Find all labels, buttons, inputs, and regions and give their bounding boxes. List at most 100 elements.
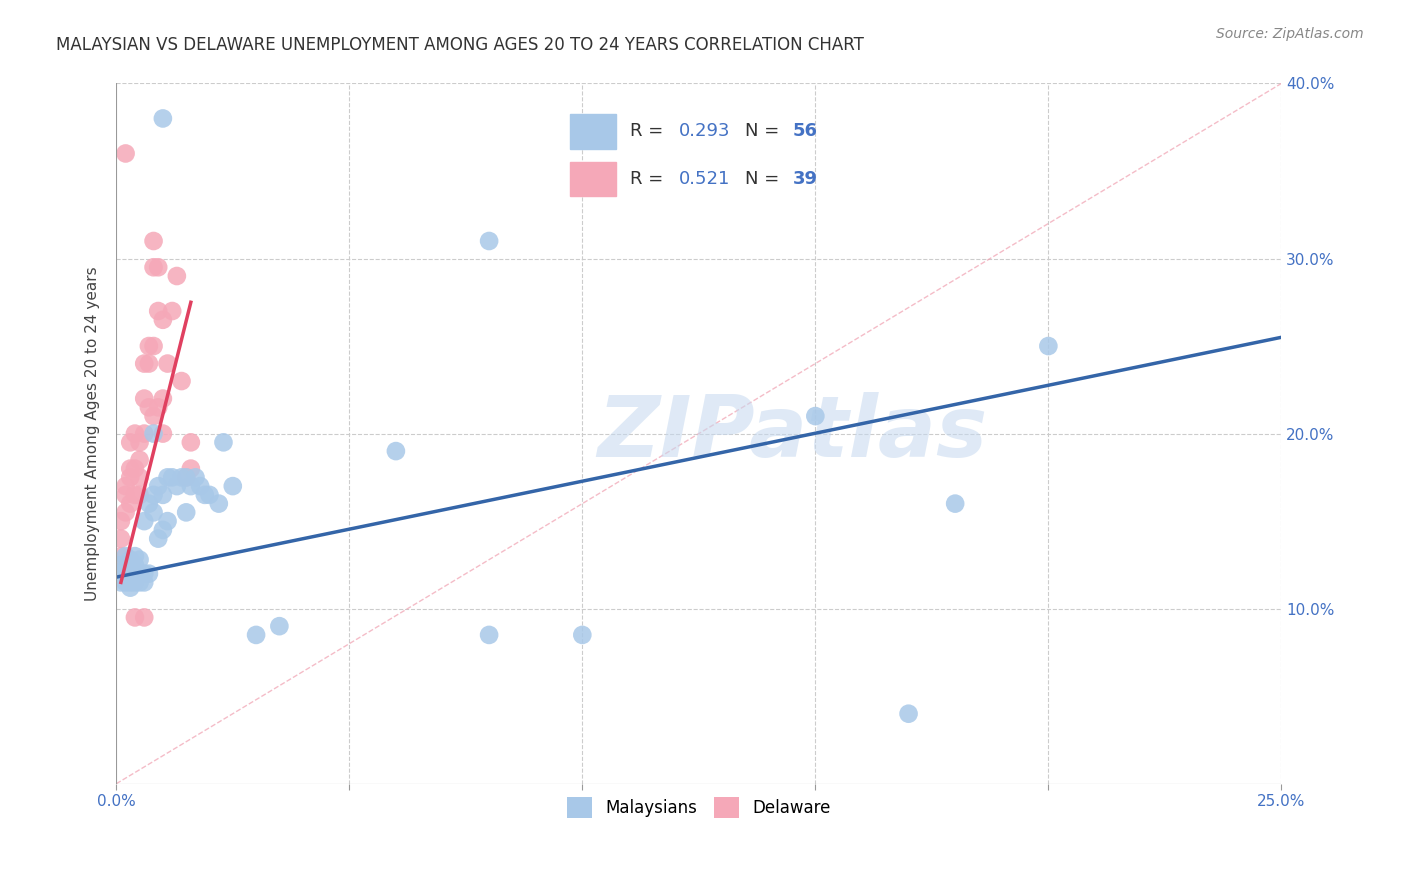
Point bbox=[110, 514, 132, 528]
Point bbox=[152, 426, 174, 441]
Point bbox=[180, 479, 202, 493]
Point bbox=[174, 505, 197, 519]
Point bbox=[138, 339, 160, 353]
Point bbox=[212, 435, 235, 450]
Point bbox=[142, 488, 165, 502]
Point bbox=[120, 461, 142, 475]
Point bbox=[170, 374, 193, 388]
Point bbox=[148, 532, 170, 546]
Point bbox=[134, 392, 156, 406]
Point bbox=[124, 566, 146, 581]
Point bbox=[114, 570, 136, 584]
Point bbox=[152, 313, 174, 327]
Point bbox=[110, 575, 132, 590]
Point bbox=[128, 488, 150, 502]
Point bbox=[170, 470, 193, 484]
Point bbox=[114, 146, 136, 161]
Point bbox=[120, 552, 142, 566]
Point bbox=[142, 505, 165, 519]
Point bbox=[897, 706, 920, 721]
Point bbox=[120, 497, 142, 511]
Point bbox=[478, 234, 501, 248]
Point bbox=[114, 505, 136, 519]
Point bbox=[142, 260, 165, 275]
Point bbox=[120, 575, 142, 590]
Point bbox=[1038, 339, 1060, 353]
Point bbox=[134, 514, 156, 528]
Point bbox=[156, 357, 179, 371]
Point bbox=[571, 628, 593, 642]
Point bbox=[110, 566, 132, 581]
Point bbox=[128, 453, 150, 467]
Point bbox=[124, 461, 146, 475]
Point bbox=[134, 426, 156, 441]
Point bbox=[128, 470, 150, 484]
Legend: Malaysians, Delaware: Malaysians, Delaware bbox=[561, 790, 838, 824]
Point bbox=[114, 561, 136, 575]
Point bbox=[478, 628, 501, 642]
Point bbox=[120, 566, 142, 581]
Point bbox=[138, 566, 160, 581]
Point bbox=[180, 435, 202, 450]
Point bbox=[222, 479, 245, 493]
Point bbox=[194, 488, 217, 502]
Point bbox=[142, 234, 165, 248]
Point bbox=[385, 444, 408, 458]
Point bbox=[198, 488, 221, 502]
Point bbox=[152, 523, 174, 537]
Point bbox=[120, 563, 142, 577]
Point bbox=[120, 581, 142, 595]
Point bbox=[138, 357, 160, 371]
Point bbox=[152, 392, 174, 406]
Point bbox=[166, 268, 188, 283]
Point bbox=[208, 497, 231, 511]
Point bbox=[120, 470, 142, 484]
Point bbox=[124, 575, 146, 590]
Point bbox=[269, 619, 291, 633]
Point bbox=[128, 575, 150, 590]
Point bbox=[188, 479, 211, 493]
Point bbox=[174, 470, 197, 484]
Text: MALAYSIAN VS DELAWARE UNEMPLOYMENT AMONG AGES 20 TO 24 YEARS CORRELATION CHART: MALAYSIAN VS DELAWARE UNEMPLOYMENT AMONG… bbox=[56, 36, 865, 54]
Point bbox=[128, 566, 150, 581]
Point bbox=[184, 470, 207, 484]
Point bbox=[114, 566, 136, 581]
Point bbox=[134, 357, 156, 371]
Point bbox=[110, 549, 132, 563]
Point bbox=[128, 435, 150, 450]
Point bbox=[156, 514, 179, 528]
Point bbox=[124, 610, 146, 624]
Point bbox=[148, 479, 170, 493]
Point bbox=[152, 488, 174, 502]
Point bbox=[152, 112, 174, 126]
Point bbox=[156, 470, 179, 484]
Point bbox=[174, 470, 197, 484]
Point bbox=[160, 304, 183, 318]
Point bbox=[142, 409, 165, 423]
Point bbox=[138, 497, 160, 511]
Point bbox=[138, 401, 160, 415]
Point bbox=[160, 470, 183, 484]
Point bbox=[142, 339, 165, 353]
Point bbox=[148, 260, 170, 275]
Text: Source: ZipAtlas.com: Source: ZipAtlas.com bbox=[1216, 27, 1364, 41]
Point bbox=[128, 552, 150, 566]
Point bbox=[114, 488, 136, 502]
Point bbox=[804, 409, 827, 423]
Point bbox=[110, 558, 132, 572]
Point bbox=[245, 628, 267, 642]
Point bbox=[124, 426, 146, 441]
Point bbox=[180, 461, 202, 475]
Point bbox=[114, 549, 136, 563]
Point bbox=[120, 435, 142, 450]
Point bbox=[148, 401, 170, 415]
Point bbox=[124, 558, 146, 572]
Point bbox=[148, 304, 170, 318]
Text: ZIPatlas: ZIPatlas bbox=[598, 392, 987, 475]
Point bbox=[943, 497, 966, 511]
Point bbox=[134, 610, 156, 624]
Point bbox=[124, 488, 146, 502]
Point bbox=[110, 532, 132, 546]
Point bbox=[166, 479, 188, 493]
Point bbox=[142, 426, 165, 441]
